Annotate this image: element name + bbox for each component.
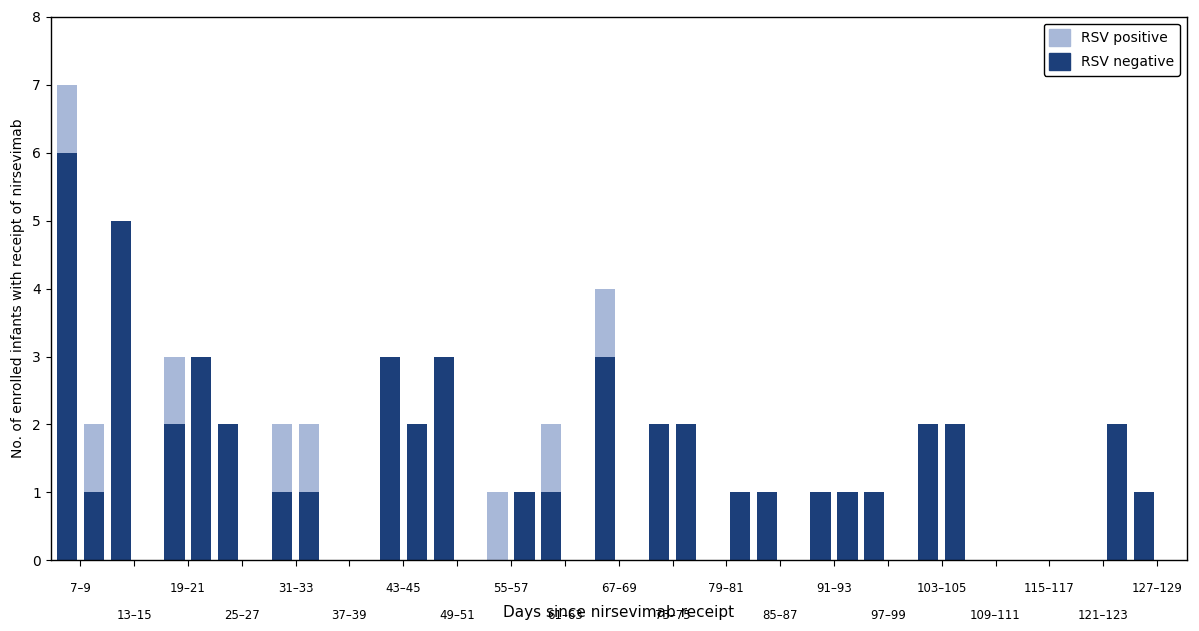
Bar <box>649 425 669 560</box>
Text: 31–33: 31–33 <box>278 582 313 595</box>
Bar <box>757 492 777 560</box>
Text: 61–63: 61–63 <box>547 610 583 622</box>
Text: 37–39: 37–39 <box>332 610 367 622</box>
Text: 103–105: 103–105 <box>916 582 966 595</box>
Bar <box>864 492 885 560</box>
X-axis label: Days since nirsevimab receipt: Days since nirsevimab receipt <box>504 605 734 620</box>
Text: 127–129: 127–129 <box>1132 582 1182 595</box>
Bar <box>595 288 615 357</box>
Text: 115–117: 115–117 <box>1024 582 1074 595</box>
Bar <box>110 221 131 560</box>
Text: 73–75: 73–75 <box>655 610 691 622</box>
Legend: RSV positive, RSV negative: RSV positive, RSV negative <box>1043 23 1180 76</box>
Text: 49–51: 49–51 <box>439 610 475 622</box>
Y-axis label: No. of enrolled infants with receipt of nirsevimab: No. of enrolled infants with receipt of … <box>11 119 25 458</box>
Bar <box>56 85 77 153</box>
Text: 109–111: 109–111 <box>970 610 1020 622</box>
Bar <box>541 425 561 492</box>
Bar <box>192 357 211 560</box>
Text: 43–45: 43–45 <box>386 582 421 595</box>
Text: 85–87: 85–87 <box>763 610 797 622</box>
Bar <box>56 153 77 560</box>
Bar <box>730 492 749 560</box>
Text: 91–93: 91–93 <box>817 582 852 595</box>
Bar <box>272 492 293 560</box>
Bar <box>299 492 319 560</box>
Text: 13–15: 13–15 <box>116 610 152 622</box>
Text: 19–21: 19–21 <box>170 582 206 595</box>
Bar <box>164 357 185 425</box>
Bar <box>837 492 857 560</box>
Bar <box>945 425 965 560</box>
Bar <box>488 492 507 560</box>
Bar <box>272 425 293 492</box>
Text: 25–27: 25–27 <box>224 610 260 622</box>
Bar <box>1107 425 1127 560</box>
Text: 79–81: 79–81 <box>709 582 745 595</box>
Bar <box>299 425 319 492</box>
Text: 121–123: 121–123 <box>1078 610 1128 622</box>
Bar <box>595 357 615 560</box>
Text: 7–9: 7–9 <box>70 582 91 595</box>
Bar <box>514 492 535 560</box>
Bar <box>84 425 104 492</box>
Bar <box>676 425 697 560</box>
Bar <box>1133 492 1153 560</box>
Bar <box>218 425 239 560</box>
Bar <box>380 357 400 560</box>
Bar <box>541 492 561 560</box>
Bar <box>164 425 185 560</box>
Text: 55–57: 55–57 <box>493 582 529 595</box>
Bar <box>811 492 831 560</box>
Bar <box>406 425 427 560</box>
Bar <box>918 425 939 560</box>
Text: 67–69: 67–69 <box>601 582 637 595</box>
Bar <box>84 492 104 560</box>
Text: 97–99: 97–99 <box>870 610 905 622</box>
Bar <box>434 357 453 560</box>
